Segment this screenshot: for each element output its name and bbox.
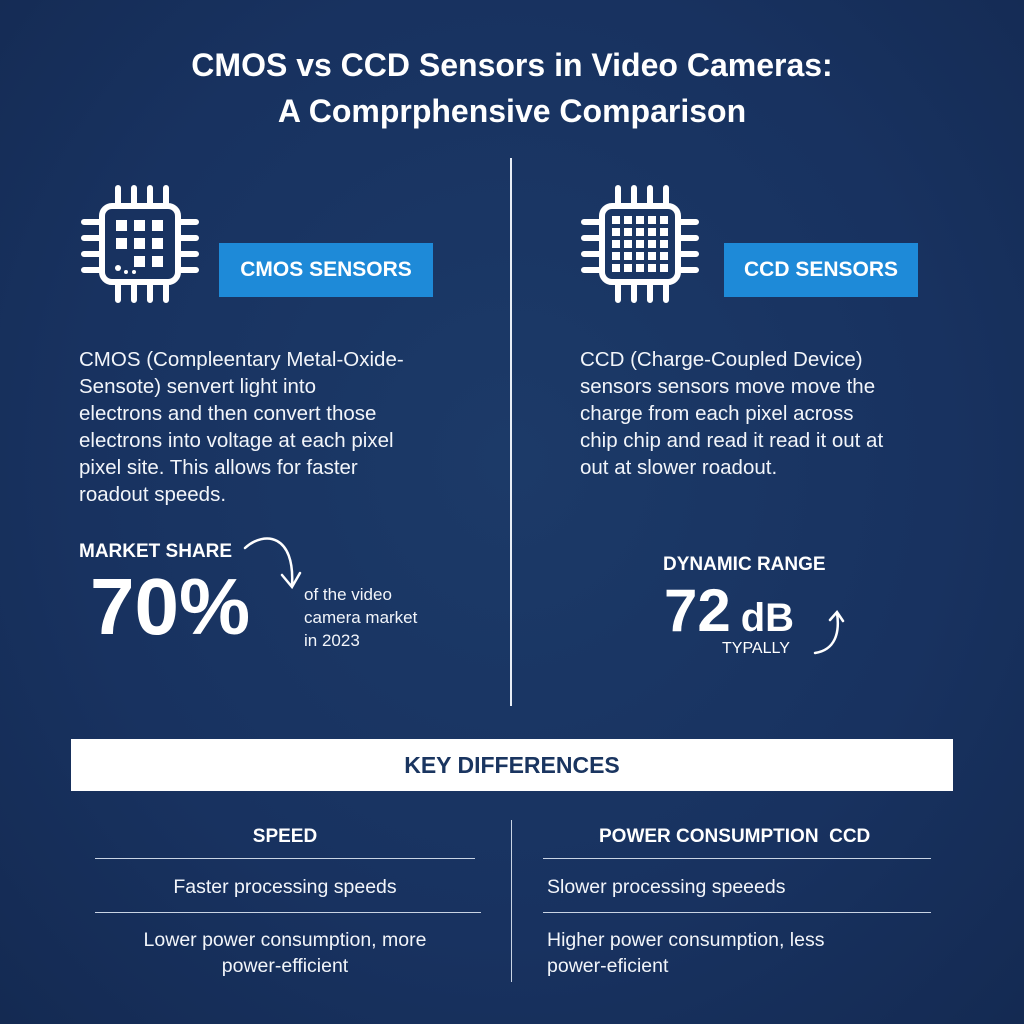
- power-column-header: POWER CONSUMPTION CCD: [599, 826, 871, 847]
- pixel-cell: [624, 252, 632, 260]
- dynamic-range-caption: TYPALLY: [722, 640, 790, 657]
- table-divider: [511, 820, 512, 982]
- pixel-cell: [648, 264, 656, 272]
- dynamic-range-unit: dB: [740, 596, 795, 640]
- rule: [543, 912, 931, 913]
- dynamic-range-heading: DYNAMIC RANGE: [663, 554, 826, 575]
- key-differences-heading: KEY DIFFERENCES: [71, 739, 953, 791]
- cmos-sensors-label: CMOS SENSORS: [219, 243, 433, 297]
- title-line-2: A Comprphensive Comparison: [277, 93, 747, 129]
- speed-column-header: SPEED: [252, 826, 318, 847]
- table-cell: Lower power consumption, more power-effi…: [143, 929, 427, 977]
- curved-arrow-icon: [243, 537, 302, 590]
- pixel-cell: [624, 228, 632, 236]
- pixel-cell: [648, 216, 656, 224]
- table-cell: Slower processing speeeds: [547, 876, 786, 898]
- pixel-cell: [636, 264, 644, 272]
- page-title: CMOS vs CCD Sensors in Video Cameras: A …: [0, 42, 1024, 134]
- pixel-cell: [624, 240, 632, 248]
- pixel-cell: [612, 240, 620, 248]
- pixel-cell: [624, 264, 632, 272]
- pixel-cell: [612, 228, 620, 236]
- dynamic-range-number: 72: [664, 577, 731, 644]
- market-share-heading: MARKET SHARE: [79, 541, 233, 562]
- market-share-caption: of the video camera market in 2023: [304, 585, 418, 650]
- pixel-cell: [636, 252, 644, 260]
- title-line-1: CMOS vs CCD Sensors in Video Cameras:: [191, 47, 833, 83]
- pixel-cell: [660, 252, 668, 260]
- market-share-value: 70%: [90, 562, 251, 651]
- cpu-chip-icon: [581, 185, 699, 303]
- column-divider: [510, 158, 512, 706]
- curved-arrow-icon: [813, 609, 845, 655]
- ccd-description: CCD (Charge-Coupled Device) sensors sens…: [580, 348, 884, 479]
- pixel-cell: [648, 252, 656, 260]
- table-cell: Higher power consumption, less power-efi…: [547, 929, 825, 977]
- pixel-cell: [660, 264, 668, 272]
- pixel-cell: [660, 240, 668, 248]
- rule: [95, 858, 475, 859]
- cmos-description: CMOS (Compleentary Metal-Oxide- Sensote)…: [79, 348, 404, 506]
- ccd-sensors-label: CCD SENSORS: [724, 243, 918, 297]
- pixel-cell: [648, 228, 656, 236]
- pixel-cell: [612, 252, 620, 260]
- pixel-cell: [660, 228, 668, 236]
- pixel-cell: [624, 216, 632, 224]
- cpu-chip-icon: [81, 185, 199, 303]
- pixel-cell: [636, 216, 644, 224]
- pixel-cell: [660, 216, 668, 224]
- pixel-cell: [648, 240, 656, 248]
- table-cell: Faster processing speeds: [173, 876, 397, 898]
- pixel-cell: [636, 228, 644, 236]
- rule: [95, 912, 481, 913]
- dynamic-range-value: 72 dB: [664, 578, 794, 651]
- pixel-cell: [636, 240, 644, 248]
- pixel-cell: [612, 264, 620, 272]
- rule: [543, 858, 931, 859]
- pixel-cell: [612, 216, 620, 224]
